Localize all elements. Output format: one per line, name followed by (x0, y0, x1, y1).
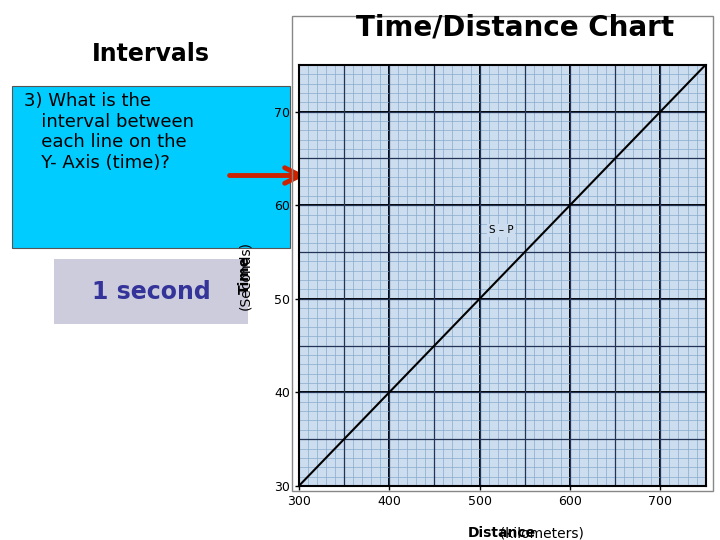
FancyBboxPatch shape (12, 86, 290, 248)
Text: Intervals: Intervals (92, 42, 210, 66)
Text: (kilometers): (kilometers) (420, 526, 584, 540)
FancyBboxPatch shape (55, 259, 248, 324)
Text: S – P: S – P (489, 225, 513, 235)
Text: (Seconds): (Seconds) (222, 241, 252, 310)
Text: 3) What is the
   interval between
   each line on the
   Y- Axis (time)?: 3) What is the interval between each lin… (24, 92, 194, 172)
Text: Time: Time (238, 256, 252, 294)
Text: 1 second: 1 second (92, 280, 210, 303)
Text: Time/Distance Chart: Time/Distance Chart (356, 14, 674, 42)
Text: Distance: Distance (468, 526, 536, 540)
